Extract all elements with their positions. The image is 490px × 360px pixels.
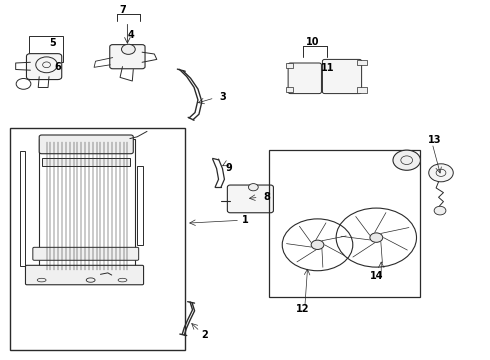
Text: 7: 7 (119, 5, 126, 15)
Text: 4: 4 (128, 30, 135, 40)
Text: 11: 11 (320, 63, 334, 73)
FancyBboxPatch shape (227, 185, 273, 213)
Text: 6: 6 (54, 62, 61, 72)
Bar (29, 36, 63, 62)
Text: 3: 3 (220, 92, 226, 102)
Bar (39, 139, 135, 279)
FancyBboxPatch shape (110, 45, 145, 69)
Circle shape (311, 240, 324, 249)
Text: 13: 13 (428, 135, 442, 145)
Circle shape (122, 44, 135, 54)
Bar (10, 128, 185, 350)
Text: 1: 1 (242, 215, 248, 225)
FancyBboxPatch shape (39, 135, 133, 154)
Bar (357, 60, 367, 65)
Bar (357, 87, 367, 93)
FancyBboxPatch shape (25, 265, 144, 285)
FancyBboxPatch shape (26, 54, 62, 80)
Circle shape (393, 150, 420, 170)
Bar (269, 150, 420, 297)
FancyBboxPatch shape (33, 247, 139, 260)
Text: 9: 9 (226, 163, 233, 174)
Circle shape (370, 233, 383, 242)
FancyBboxPatch shape (288, 63, 321, 94)
Bar (286, 63, 293, 68)
Bar (42, 158, 130, 166)
Circle shape (248, 184, 258, 191)
Text: 5: 5 (49, 38, 56, 48)
Text: 12: 12 (296, 304, 310, 314)
Text: 2: 2 (201, 330, 208, 340)
Bar (286, 87, 293, 92)
Text: 10: 10 (306, 37, 319, 48)
Bar (137, 166, 143, 245)
Text: 14: 14 (369, 271, 383, 282)
Circle shape (429, 164, 453, 182)
Bar (20, 151, 25, 266)
Text: 8: 8 (264, 192, 270, 202)
Circle shape (434, 206, 446, 215)
FancyBboxPatch shape (322, 59, 362, 94)
